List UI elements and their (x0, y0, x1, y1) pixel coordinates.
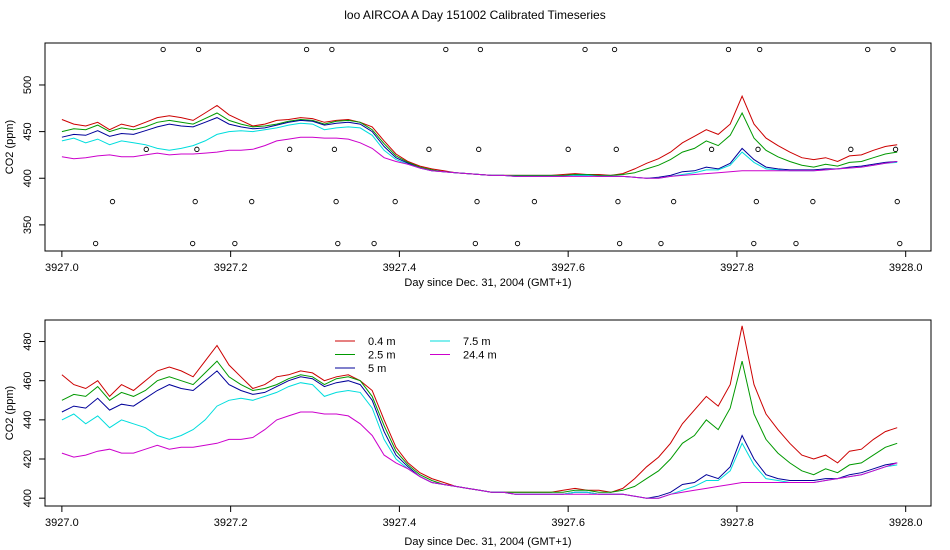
x-tick-label: 3927.8 (720, 517, 754, 529)
x-tick-label: 3927.6 (551, 262, 585, 274)
x-tick-label: 3927.8 (720, 262, 754, 274)
series-line-7-5-m (61, 382, 898, 499)
marker-point (753, 198, 759, 205)
marker-point (531, 198, 538, 205)
marker-point (335, 240, 341, 247)
series-line-2-5-m (61, 111, 898, 176)
x-tick-label: 3927.0 (45, 262, 79, 274)
y-tick-label: 500 (22, 76, 34, 94)
lower-y-axis-label: CO2 (ppm) (4, 386, 16, 440)
lower-x-ticks: 3927.0 3927.2 3927.4 3927.6 3927.8 3928.0 (45, 506, 923, 529)
marker-point (371, 240, 377, 247)
upper-y-ticks: 350 400 450 500 (22, 76, 45, 234)
marker-point (892, 146, 899, 152)
series-line-24-4-m (61, 411, 898, 499)
marker-point (232, 240, 238, 247)
upper-series-lines (61, 94, 898, 179)
marker-point (443, 46, 449, 53)
upper-marker-points (92, 46, 903, 247)
marker-point (616, 240, 623, 247)
marker-point (793, 240, 799, 247)
legend-label: 5 m (368, 363, 386, 375)
marker-point (190, 240, 196, 247)
upper-plot-frame (44, 42, 932, 252)
lower-plot-panel: 3927.0 3927.2 3927.4 3927.6 3927.8 3928.0 400… (4, 319, 932, 548)
marker-point (329, 46, 335, 53)
marker-point (92, 240, 99, 247)
y-tick-label: 480 (22, 332, 34, 350)
lower-x-axis-label: Day since Dec. 31, 2004 (GMT+1) (404, 536, 571, 548)
series-line-7-5-m (61, 122, 898, 179)
marker-point (249, 198, 255, 205)
marker-point (195, 46, 202, 53)
marker-point (894, 198, 900, 205)
y-tick-label: 460 (22, 372, 34, 390)
series-line-0-4-m (61, 94, 898, 176)
y-tick-label: 400 (22, 169, 34, 187)
marker-point (392, 198, 398, 205)
marker-point (287, 146, 293, 152)
marker-point (670, 198, 677, 205)
lower-y-ticks: 400 420 440 460 480 (22, 332, 45, 507)
upper-y-axis-label: CO2 (ppm) (4, 120, 16, 174)
marker-point (708, 146, 715, 152)
x-tick-label: 3928.0 (889, 262, 923, 274)
x-tick-label: 3927.4 (383, 517, 417, 529)
lower-plot-frame (44, 319, 932, 507)
x-tick-label: 3927.6 (551, 517, 585, 529)
marker-point (565, 146, 571, 152)
marker-point (615, 198, 621, 205)
upper-x-axis-label: Day since Dec. 31, 2004 (GMT+1) (404, 277, 571, 289)
marker-point (474, 198, 480, 205)
marker-point (143, 146, 149, 152)
marker-point (472, 240, 478, 247)
series-line-24-4-m (61, 136, 898, 179)
y-tick-label: 420 (22, 450, 34, 468)
marker-point (331, 146, 338, 152)
y-tick-label: 440 (22, 411, 34, 429)
lower-series-lines (61, 325, 898, 499)
marker-point (303, 46, 310, 53)
marker-point (613, 146, 619, 152)
marker-point (426, 146, 432, 152)
marker-point (865, 46, 871, 53)
x-tick-label: 3928.0 (889, 517, 923, 529)
marker-point (160, 46, 166, 53)
x-tick-label: 3927.2 (214, 517, 248, 529)
marker-point (109, 198, 116, 205)
legend: 0.4 m 2.5 m5 m 7.5 m 24.4 m (335, 336, 497, 375)
upper-x-ticks: 3927.0 3927.2 3927.4 3927.6 3927.8 3928.0 (45, 251, 923, 274)
marker-point (897, 240, 903, 247)
marker-point (582, 46, 588, 53)
marker-point (848, 146, 854, 152)
marker-point (810, 198, 816, 205)
marker-point (192, 198, 198, 205)
marker-point (477, 46, 484, 53)
x-tick-label: 3927.4 (383, 262, 417, 274)
marker-point (194, 146, 200, 152)
y-tick-label: 400 (22, 489, 34, 507)
marker-point (476, 146, 482, 152)
marker-point (333, 198, 339, 205)
x-tick-label: 3927.2 (214, 262, 248, 274)
marker-point (890, 46, 896, 53)
y-tick-label: 450 (22, 122, 34, 140)
marker-point (611, 46, 618, 53)
chart-title: loo AIRCOA A Day 151002 Calibrated Times… (344, 8, 605, 22)
y-tick-label: 350 (22, 216, 34, 234)
legend-label: 0.4 m (368, 336, 396, 348)
marker-point (755, 146, 761, 152)
series-line-2-5-m (61, 360, 898, 493)
legend-label: 2.5 m (368, 350, 396, 362)
marker-point (658, 240, 664, 247)
marker-point (751, 240, 757, 247)
marker-point (757, 46, 763, 53)
legend-label: 7.5 m (463, 336, 491, 348)
x-tick-label: 3927.0 (45, 517, 79, 529)
marker-point (725, 46, 732, 53)
legend-label: 24.4 m (463, 350, 497, 362)
upper-plot-panel: 3927.0 3927.2 3927.4 3927.6 3927.8 3928.0 350… (4, 42, 932, 289)
marker-point (514, 240, 521, 247)
